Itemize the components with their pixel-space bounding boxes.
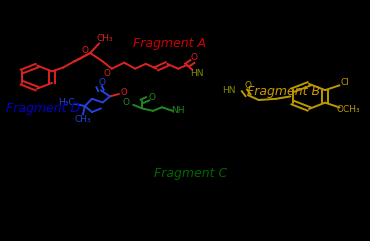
Text: Fragment B: Fragment B (247, 85, 320, 98)
Text: HN: HN (190, 69, 204, 78)
Text: HN: HN (222, 86, 235, 95)
Text: H₃C: H₃C (58, 98, 75, 107)
Text: O: O (122, 98, 130, 107)
Text: CH₃: CH₃ (96, 34, 113, 43)
Text: Fragment C: Fragment C (154, 167, 227, 180)
Text: NH: NH (171, 106, 185, 115)
Text: CH₃: CH₃ (75, 115, 91, 124)
Text: OCH₃: OCH₃ (337, 105, 360, 114)
Text: O: O (191, 53, 198, 62)
Text: Fragment D: Fragment D (7, 102, 81, 115)
Text: O: O (81, 46, 88, 55)
Text: O: O (98, 78, 105, 87)
Text: O: O (104, 69, 111, 78)
Text: O: O (148, 93, 155, 102)
Text: Fragment A: Fragment A (132, 37, 206, 50)
Text: O: O (245, 81, 252, 90)
Text: O: O (121, 88, 128, 97)
Text: Cl: Cl (340, 78, 349, 87)
